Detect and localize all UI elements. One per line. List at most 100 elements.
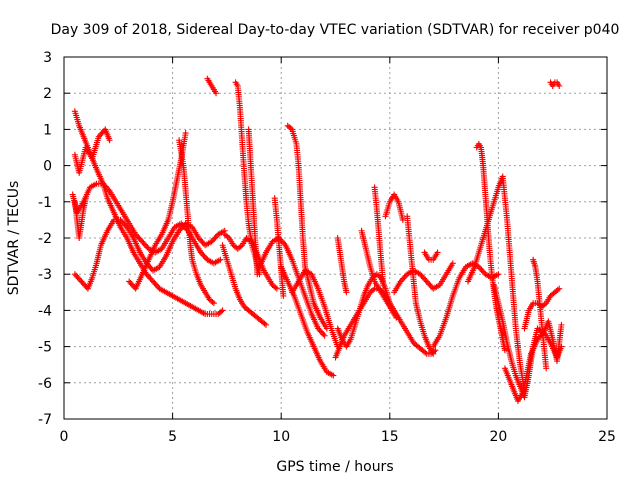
data-point — [180, 223, 187, 230]
y-tick-label: -1 — [38, 195, 52, 211]
x-tick-label: 25 — [598, 429, 616, 445]
series-arc-1 — [71, 108, 226, 318]
data-point — [209, 298, 216, 305]
series-arc-14 — [271, 195, 287, 299]
data-point — [195, 235, 202, 241]
data-point — [246, 237, 253, 244]
data-point — [118, 218, 125, 225]
data-point — [217, 256, 224, 263]
data-point — [495, 271, 502, 278]
data-point — [330, 372, 337, 379]
data-point — [78, 278, 85, 285]
data-point — [422, 349, 429, 356]
data-point — [434, 249, 441, 256]
y-tick-label: -7 — [38, 412, 52, 428]
data-point — [82, 282, 89, 289]
data-point — [254, 271, 261, 278]
data-point — [343, 289, 350, 296]
data-point — [224, 233, 231, 240]
data-point — [117, 216, 124, 223]
data-point — [287, 125, 294, 132]
data-point — [136, 235, 143, 242]
data-point — [106, 137, 113, 144]
data-point — [279, 239, 286, 246]
series-arc-8 — [204, 75, 220, 97]
data-point — [399, 216, 406, 223]
data-point — [127, 279, 134, 286]
data-point — [320, 331, 327, 338]
data-point — [321, 332, 328, 339]
data-point — [316, 326, 323, 333]
data-point — [135, 234, 142, 241]
data-point — [537, 333, 544, 340]
data-point — [102, 183, 109, 190]
data-point — [196, 236, 203, 243]
data-point — [218, 308, 225, 315]
series-arc-5 — [71, 195, 89, 241]
data-point — [82, 195, 89, 202]
data-point — [177, 226, 184, 233]
data-point — [397, 278, 404, 285]
data-point — [199, 250, 206, 257]
data-point — [556, 82, 563, 89]
series-arc-17 — [289, 267, 341, 350]
data-point — [317, 328, 324, 335]
data-point — [273, 285, 280, 292]
x-tick-label: 10 — [272, 429, 290, 445]
data-point — [272, 284, 279, 291]
data-point — [477, 265, 484, 272]
data-point — [370, 286, 377, 293]
data-point — [140, 240, 147, 247]
data-point — [144, 272, 151, 279]
data-point — [501, 347, 508, 354]
series-arc-27 — [421, 249, 441, 263]
data-point — [535, 334, 542, 341]
x-tick-label: 0 — [60, 429, 69, 445]
y-tick-label: -3 — [38, 267, 52, 283]
data-point — [426, 281, 433, 288]
data-point — [95, 133, 102, 140]
data-point — [105, 186, 112, 193]
data-point — [212, 234, 219, 241]
y-tick-label: 2 — [43, 86, 52, 102]
data-point — [100, 180, 107, 187]
data-point — [137, 237, 144, 244]
data-point — [141, 241, 148, 248]
y-tick-label: -6 — [38, 376, 52, 392]
data-point — [554, 286, 561, 293]
data-point — [77, 276, 84, 283]
series-arc-10 — [219, 242, 269, 328]
series-arc-28 — [473, 140, 508, 354]
data-point — [423, 278, 430, 285]
data-point — [178, 224, 185, 231]
data-point — [398, 276, 405, 283]
series-arc-2 — [69, 180, 224, 267]
series-arc-20 — [334, 235, 350, 296]
series-arc-16 — [278, 263, 337, 379]
data-point — [538, 332, 545, 339]
data-point — [380, 282, 387, 289]
data-point — [75, 275, 82, 282]
axis-ticks: 0 5 10 15 20 25 -7 -6 -5 -4 -3 -2 -1 0 1 2 3 — [38, 50, 616, 445]
data-point — [122, 222, 129, 229]
data-point — [315, 325, 322, 332]
data-point — [543, 365, 550, 372]
data-point — [97, 132, 104, 139]
data-point — [98, 130, 105, 137]
data-point — [211, 235, 218, 242]
data-point — [139, 238, 146, 245]
data-point — [208, 238, 215, 245]
data-point — [425, 279, 432, 286]
data-point — [120, 219, 127, 226]
series-arc-35 — [541, 318, 565, 365]
data-point — [104, 185, 111, 192]
data-point — [213, 90, 220, 97]
data-point — [126, 278, 133, 285]
data-point — [556, 285, 563, 292]
data-point — [418, 272, 425, 279]
data-point — [200, 252, 207, 259]
data-point — [71, 271, 78, 278]
data-point — [210, 300, 217, 307]
series-arc-23 — [382, 191, 406, 223]
